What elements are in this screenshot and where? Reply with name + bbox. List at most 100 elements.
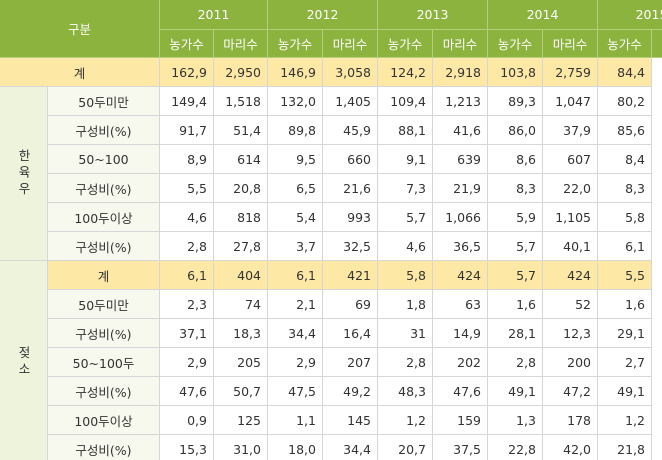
data-cell: 149,4 [160, 87, 214, 116]
data-cell: 178 [543, 406, 598, 435]
year-header: 2012 [268, 0, 378, 30]
data-cell: 69 [323, 290, 378, 319]
row-label: 50~100 [48, 145, 160, 174]
data-cell: 5,7 [488, 261, 543, 290]
subcolumn-header: 마리수 [652, 30, 662, 58]
data-cell: 2,9 [268, 348, 323, 377]
data-cell: 607 [543, 145, 598, 174]
data-cell: 614 [214, 145, 268, 174]
data-cell: 1,066 [433, 203, 488, 232]
data-cell: 50,7 [214, 377, 268, 406]
data-cell: 22,0 [543, 174, 598, 203]
data-cell: 31 [378, 319, 433, 348]
data-cell: 32,5 [323, 232, 378, 261]
data-cell: 8,3 [488, 174, 543, 203]
data-cell: 1,8 [378, 290, 433, 319]
row-label: 50두미만 [48, 290, 160, 319]
data-cell: 8,9 [160, 145, 214, 174]
subcolumn-header: 마리수 [214, 30, 268, 58]
data-cell: 145 [323, 406, 378, 435]
subcolumn-header: 농가수 [598, 30, 652, 58]
group-label: 한육우 [0, 87, 48, 261]
row-label: 구성비(%) [48, 232, 160, 261]
data-cell: 47,5 [268, 377, 323, 406]
data-cell: 125 [214, 406, 268, 435]
data-cell: 47,6 [433, 377, 488, 406]
data-cell: 5,8 [378, 261, 433, 290]
data-cell: 34,4 [268, 319, 323, 348]
data-cell: 2,8 [160, 232, 214, 261]
data-cell: 6,5 [268, 174, 323, 203]
data-cell: 1,047 [543, 87, 598, 116]
data-cell: 42,0 [543, 435, 598, 460]
total-label: 계 [0, 58, 160, 87]
data-cell: 20,8 [214, 174, 268, 203]
data-cell: 28,1 [488, 319, 543, 348]
subcolumn-header: 마리수 [323, 30, 378, 58]
data-cell: 12,3 [543, 319, 598, 348]
data-cell: 2,9 [160, 348, 214, 377]
data-cell: 200 [543, 348, 598, 377]
data-cell: 15,3 [160, 435, 214, 460]
data-cell: 202 [433, 348, 488, 377]
data-cell: 2,759 [543, 58, 598, 87]
data-cell: 22,8 [488, 435, 543, 460]
data-cell: 1,105 [543, 203, 598, 232]
data-cell: 27,8 [214, 232, 268, 261]
data-cell: 74 [214, 290, 268, 319]
subcolumn-header: 농가수 [160, 30, 214, 58]
data-cell: 7,3 [378, 174, 433, 203]
data-cell: 6,1 [598, 232, 652, 261]
data-cell: 47,6 [160, 377, 214, 406]
data-cell: 639 [433, 145, 488, 174]
data-cell: 2,950 [214, 58, 268, 87]
data-cell: 41,6 [433, 116, 488, 145]
data-cell: 124,2 [378, 58, 433, 87]
subcolumn-header: 농가수 [378, 30, 433, 58]
data-cell: 47,2 [543, 377, 598, 406]
data-cell: 89,8 [268, 116, 323, 145]
data-cell: 993 [323, 203, 378, 232]
data-cell: 5,8 [598, 203, 652, 232]
data-cell: 5,5 [598, 261, 652, 290]
data-cell: 80,2 [598, 87, 652, 116]
data-cell: 1,6 [598, 290, 652, 319]
data-cell: 5,4 [268, 203, 323, 232]
subcolumn-header: 농가수 [488, 30, 543, 58]
data-cell: 37,9 [543, 116, 598, 145]
data-cell: 31,0 [214, 435, 268, 460]
data-cell: 40,1 [543, 232, 598, 261]
data-cell: 205 [214, 348, 268, 377]
data-cell: 51,4 [214, 116, 268, 145]
data-cell: 18,0 [268, 435, 323, 460]
data-cell: 424 [433, 261, 488, 290]
data-cell: 0,9 [160, 406, 214, 435]
data-cell: 5,5 [160, 174, 214, 203]
subcolumn-header: 농가수 [268, 30, 323, 58]
data-cell: 48,3 [378, 377, 433, 406]
data-cell: 16,4 [323, 319, 378, 348]
data-cell: 404 [214, 261, 268, 290]
data-cell: 52 [543, 290, 598, 319]
data-cell: 818 [214, 203, 268, 232]
row-label: 100두이상 [48, 406, 160, 435]
data-cell: 4,6 [378, 232, 433, 261]
row-label: 50~100두 [48, 348, 160, 377]
subcolumn-header: 마리수 [543, 30, 598, 58]
data-cell: 159 [433, 406, 488, 435]
data-cell: 109,4 [378, 87, 433, 116]
data-cell: 49,1 [598, 377, 652, 406]
data-cell: 162,9 [160, 58, 214, 87]
data-cell: 37,1 [160, 319, 214, 348]
data-cell: 21,8 [598, 435, 652, 460]
data-cell: 34,4 [323, 435, 378, 460]
row-label: 계 [48, 261, 160, 290]
data-cell: 18,3 [214, 319, 268, 348]
data-cell: 2,8 [488, 348, 543, 377]
data-cell: 91,7 [160, 116, 214, 145]
data-cell: 5,7 [488, 232, 543, 261]
data-cell: 8,3 [598, 174, 652, 203]
data-cell: 9,1 [378, 145, 433, 174]
data-cell: 660 [323, 145, 378, 174]
year-header: 2015 [598, 0, 662, 30]
